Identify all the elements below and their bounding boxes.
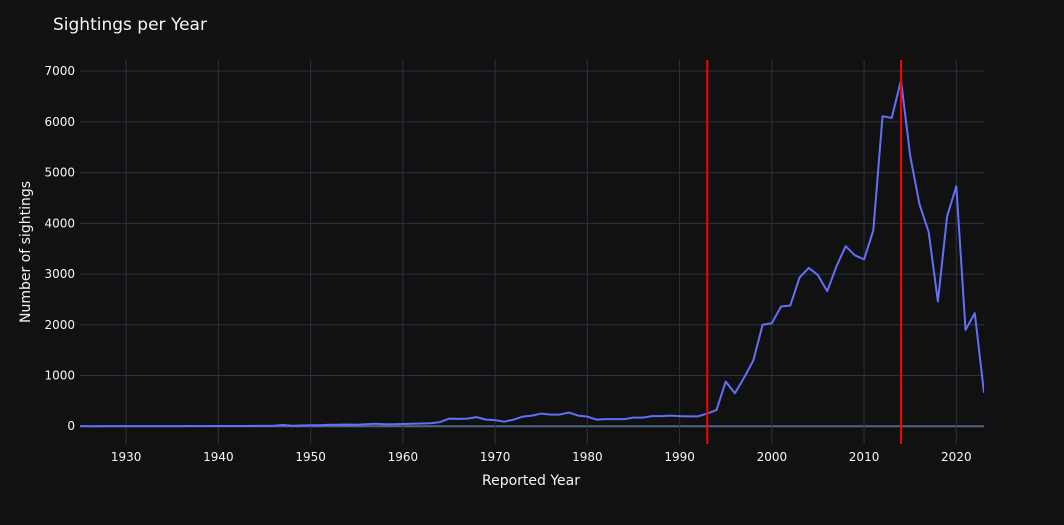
x-axis-title: Reported Year — [482, 473, 580, 489]
tick-labels: 0 1000 2000 3000 4000 5000 6000 7000 1930 1940 195… — [44, 64, 971, 464]
x-tick-label: 1930 — [111, 450, 142, 464]
x-tick-label: 2010 — [849, 450, 880, 464]
chart-title: Sightings per Year — [53, 15, 207, 35]
y-tick-label: 7000 — [44, 64, 75, 78]
x-tick-label: 1980 — [572, 450, 603, 464]
grid — [80, 60, 984, 444]
x-tick-label: 1950 — [295, 450, 326, 464]
y-tick-label: 5000 — [44, 166, 75, 180]
x-tick-label: 1940 — [203, 450, 234, 464]
x-tick-label: 2020 — [941, 450, 972, 464]
y-axis-title: Number of sightings — [18, 181, 34, 323]
y-tick-label: 3000 — [44, 267, 75, 281]
plot-area — [80, 79, 984, 428]
x-tick-label: 1970 — [480, 450, 511, 464]
x-tick-label: 2000 — [757, 450, 788, 464]
y-tick-label: 1000 — [44, 369, 75, 383]
y-tick-label: 0 — [67, 419, 75, 433]
y-tick-label: 6000 — [44, 115, 75, 129]
x-tick-label: 1960 — [388, 450, 419, 464]
y-tick-label: 4000 — [44, 216, 75, 230]
y-tick-label: 2000 — [44, 318, 75, 332]
x-tick-label: 1990 — [664, 450, 695, 464]
data-line — [80, 79, 984, 428]
